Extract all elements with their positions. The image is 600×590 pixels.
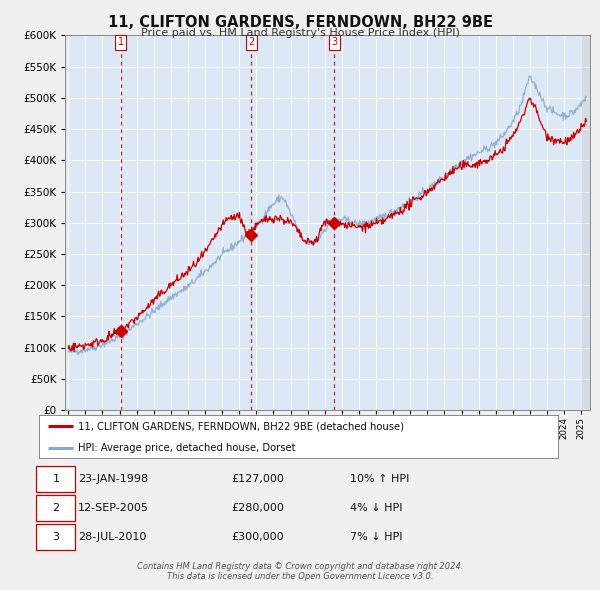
Text: 4% ↓ HPI: 4% ↓ HPI bbox=[350, 503, 403, 513]
Text: 2: 2 bbox=[248, 37, 254, 47]
Text: This data is licensed under the Open Government Licence v3.0.: This data is licensed under the Open Gov… bbox=[167, 572, 433, 581]
Text: 11, CLIFTON GARDENS, FERNDOWN, BH22 9BE (detached house): 11, CLIFTON GARDENS, FERNDOWN, BH22 9BE … bbox=[78, 421, 404, 431]
Text: £280,000: £280,000 bbox=[231, 503, 284, 513]
Text: 7% ↓ HPI: 7% ↓ HPI bbox=[350, 532, 403, 542]
Text: 11, CLIFTON GARDENS, FERNDOWN, BH22 9BE: 11, CLIFTON GARDENS, FERNDOWN, BH22 9BE bbox=[107, 15, 493, 30]
Text: 12-SEP-2005: 12-SEP-2005 bbox=[78, 503, 149, 513]
Text: HPI: Average price, detached house, Dorset: HPI: Average price, detached house, Dors… bbox=[78, 442, 295, 453]
Text: 23-JAN-1998: 23-JAN-1998 bbox=[78, 474, 148, 484]
Text: 2: 2 bbox=[52, 503, 59, 513]
Text: 1: 1 bbox=[52, 474, 59, 484]
Text: £127,000: £127,000 bbox=[231, 474, 284, 484]
Text: 3: 3 bbox=[52, 532, 59, 542]
FancyBboxPatch shape bbox=[37, 466, 76, 492]
Text: £300,000: £300,000 bbox=[231, 532, 284, 542]
Text: 28-JUL-2010: 28-JUL-2010 bbox=[78, 532, 146, 542]
Text: 1: 1 bbox=[118, 37, 124, 47]
FancyBboxPatch shape bbox=[37, 495, 76, 521]
Text: 10% ↑ HPI: 10% ↑ HPI bbox=[350, 474, 410, 484]
Text: 3: 3 bbox=[331, 37, 338, 47]
Text: Contains HM Land Registry data © Crown copyright and database right 2024.: Contains HM Land Registry data © Crown c… bbox=[137, 562, 463, 571]
FancyBboxPatch shape bbox=[37, 524, 76, 550]
Text: Price paid vs. HM Land Registry's House Price Index (HPI): Price paid vs. HM Land Registry's House … bbox=[140, 28, 460, 38]
